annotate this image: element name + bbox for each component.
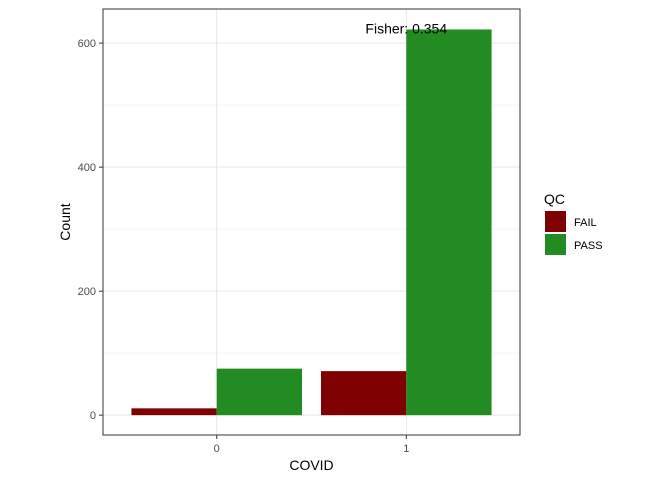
x-axis-label: COVID (289, 457, 333, 473)
y-tick-label: 600 (78, 38, 96, 50)
bars (131, 29, 492, 416)
legend-label-pass: PASS (574, 240, 603, 252)
legend-key-pass (545, 234, 566, 255)
panel-border (102, 8, 521, 436)
bar-fail-0 (131, 408, 217, 416)
legend-key-fail (545, 211, 566, 232)
bar-pass-0 (216, 368, 303, 416)
x-tick-label: 1 (403, 443, 409, 455)
legend-label-fail: FAIL (574, 217, 597, 229)
bar-fail-1 (320, 371, 407, 416)
y-tick-label: 400 (78, 162, 96, 174)
legend: QC FAIL PASS (544, 191, 603, 255)
x-tick-label: 0 (214, 443, 220, 455)
bar-pass-1 (406, 29, 492, 416)
legend-title: QC (544, 191, 565, 207)
y-tick-label: 0 (90, 410, 96, 422)
y-axis-label: Count (57, 203, 73, 240)
fisher-annotation: Fisher: 0.354 (365, 20, 447, 36)
y-tick-label: 200 (78, 286, 96, 298)
y-axis: 0 200 400 600 (78, 38, 103, 422)
